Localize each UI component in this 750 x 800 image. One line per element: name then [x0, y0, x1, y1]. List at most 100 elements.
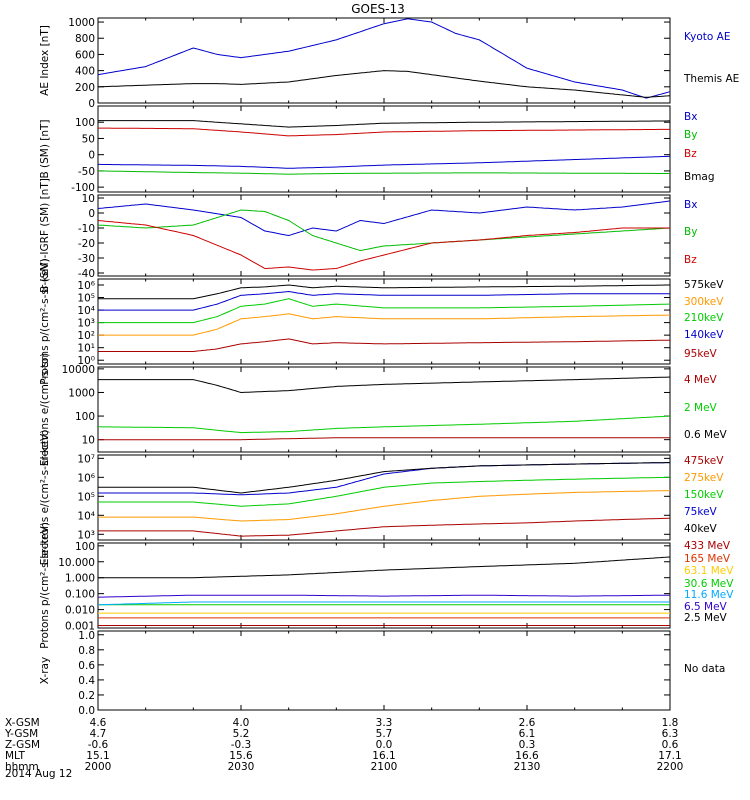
- ephemeris-footer: X-GSM 4.6 4.0 3.3 2.6 1.8 Y-GSM 4.7 5.2 5.7 6.1 6.3…: [4, 717, 683, 773]
- y-tick-label: 10000: [62, 364, 95, 376]
- legend-bz: Bz: [684, 254, 697, 266]
- panel-1: 0 200 400 600 800 1000 AE Index [nT] Kyoto AE Th…: [39, 17, 739, 110]
- footer-value: 2030: [228, 761, 255, 773]
- series-line-6-5-mev: [97, 594, 670, 598]
- y-tick-label: -30: [78, 253, 95, 265]
- footer-value: 2200: [657, 761, 684, 773]
- y-tick-label: -10: [78, 223, 95, 235]
- panel-frame: [97, 542, 671, 629]
- series-line-kyoto-ae: [97, 18, 671, 99]
- y-tick-label: 0.8: [78, 645, 95, 657]
- panel-frame: [97, 17, 671, 104]
- plot-title: GOES-13: [351, 2, 405, 16]
- legend-433-mev: 433 MeV: [684, 540, 731, 552]
- y-tick-label: 10⁵: [77, 491, 95, 503]
- series-line-bmag: [98, 120, 670, 128]
- series-line-4-mev: [98, 437, 670, 441]
- footer-value: 4.0: [233, 717, 250, 729]
- series-line-275kev: [98, 490, 670, 522]
- y-tick-label: 0.6: [78, 660, 95, 672]
- y-tick-label: 0.0: [78, 705, 95, 717]
- panel-frame: [97, 105, 671, 193]
- legend-475kev: 475keV: [684, 455, 724, 467]
- footer-value: 0.6: [662, 739, 679, 751]
- legend-30-6-mev: 30.6 MeV: [684, 578, 734, 590]
- y-tick-label: 1000: [68, 387, 95, 399]
- footer-value: 2.6: [519, 717, 536, 729]
- legend-140kev: 140keV: [684, 329, 724, 341]
- y-tick-label: 10³: [77, 529, 95, 541]
- series-line-95kev: [98, 338, 671, 352]
- y-tick-label: 10²: [77, 330, 95, 342]
- footer-value: 5.7: [376, 728, 393, 740]
- y-tick-label: -100: [71, 182, 95, 194]
- footer-value: 15.6: [229, 750, 253, 762]
- series-line-2-mev: [98, 415, 671, 434]
- legend-210kev: 210keV: [684, 312, 724, 324]
- y-tick-label: 0.010: [65, 605, 95, 617]
- legend-575kev: 575keV: [684, 279, 724, 291]
- y-tick-label: 0: [88, 208, 95, 220]
- y-tick-label: 100: [75, 541, 95, 553]
- date-label: 2014 Aug 12: [5, 768, 72, 780]
- y-tick-label: 10.000: [58, 557, 95, 569]
- y-tick-label: 50: [82, 133, 95, 145]
- y-tick-label: 10⁵: [77, 293, 95, 305]
- footer-label-z-gsm: Z-GSM: [5, 739, 40, 751]
- y-tick-label: -40: [78, 268, 95, 280]
- y-tick-label: 0.2: [78, 690, 95, 702]
- legend-40kev: 40keV: [684, 523, 718, 535]
- panel-7: 0.001 0.010 0.100 1.000 10.000 100 Protons p/(…: [39, 522, 734, 649]
- footer-value: 4.6: [90, 717, 107, 729]
- footer-value: 16.6: [515, 750, 539, 762]
- footer-value: 1.8: [662, 717, 679, 729]
- footer-value: 16.1: [372, 750, 395, 762]
- y-tick-label: 400: [75, 66, 95, 78]
- y-tick-label: 10⁶: [77, 280, 95, 292]
- panel-note: No data: [684, 663, 725, 675]
- series-line-475kev: [98, 517, 671, 537]
- series-line-140kev: [98, 290, 670, 311]
- y-tick-label: 0: [88, 150, 95, 162]
- y-tick-label: 200: [75, 82, 95, 94]
- panel-frame: [97, 630, 671, 711]
- footer-label-mlt: MLT: [5, 750, 25, 762]
- legend-63-1-mev: 63.1 MeV: [684, 565, 734, 577]
- legend-bx: Bx: [684, 111, 697, 123]
- legend-bx: Bx: [684, 199, 697, 211]
- y-tick-label: 800: [75, 33, 95, 45]
- footer-value: -0.3: [231, 739, 252, 751]
- panel-5: 10 100 1000 10000 Electrons e/(cm²-s-sr) 4 Me…: [39, 353, 728, 466]
- y-axis-label: AE Index [nT]: [39, 25, 51, 96]
- footer-value: 2000: [85, 761, 112, 773]
- y-tick-label: 0.4: [78, 675, 95, 687]
- series-line-0-6-mev: [98, 376, 670, 394]
- series-line-bz: [98, 127, 670, 137]
- footer-value: 6.1: [519, 728, 536, 740]
- legend-kyoto-ae: Kyoto AE: [684, 31, 730, 43]
- panel-frame: [97, 454, 671, 541]
- y-tick-label: 0.001: [65, 621, 95, 633]
- y-tick-label: 1.0: [78, 630, 95, 642]
- y-axis-label: B (SM)-IGRF (SM) [nT]: [39, 178, 51, 293]
- footer-value: 2100: [371, 761, 398, 773]
- panel-6: 10³ 10⁴ 10⁵ 10⁶ 10⁷ Electrons e/(cm²-s-sr-keV…: [39, 430, 724, 566]
- legend-275kev: 275keV: [684, 472, 724, 484]
- series-line-bz: [97, 220, 670, 271]
- legend-75kev: 75keV: [684, 506, 718, 518]
- footer-value: 15.1: [86, 750, 109, 762]
- y-tick-label: 600: [75, 49, 95, 61]
- legend-themis-ae: Themis AE: [683, 73, 739, 85]
- legend-11-6-mev: 11.6 MeV: [684, 589, 734, 601]
- legend-0-6-mev: 0.6 MeV: [684, 429, 728, 441]
- footer-value: 17.1: [658, 750, 681, 762]
- y-tick-label: 1000: [68, 17, 95, 29]
- y-tick-label: 10⁴: [77, 305, 95, 317]
- series-line-by: [97, 209, 671, 252]
- series-line-11-6-mev: [97, 601, 670, 606]
- footer-value: -0.6: [88, 739, 109, 751]
- legend-2-5-mev: 2.5 MeV: [684, 612, 728, 624]
- series-line-2-5-mev: [98, 556, 671, 579]
